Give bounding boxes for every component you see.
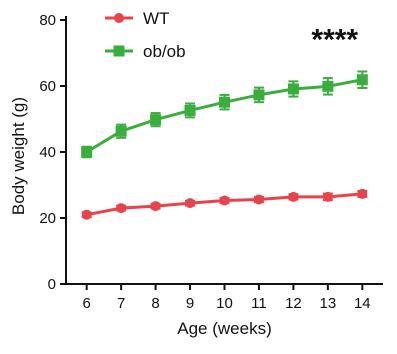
series-layer: [81, 70, 368, 220]
data-point: [322, 191, 333, 202]
annotation-layer: ****: [311, 24, 358, 57]
data-point: [253, 89, 265, 101]
legend-marker: [113, 45, 125, 57]
y-tick-label: 60: [39, 78, 56, 95]
y-tick-label: 40: [39, 144, 56, 161]
data-point: [185, 198, 196, 209]
data-point: [357, 188, 368, 199]
data-point: [150, 201, 161, 212]
data-point: [287, 83, 299, 95]
x-tick-label: 9: [186, 295, 194, 312]
data-point: [288, 191, 299, 202]
significance-label: ****: [311, 24, 358, 57]
data-point: [184, 104, 196, 116]
legend-label: ob/ob: [143, 42, 186, 61]
x-tick-label: 6: [83, 295, 91, 312]
axes: 0 20 40 60 80 6 7 8 9 10 11 12 13 14 Age (weeks) Body w…: [9, 12, 383, 338]
data-point: [253, 194, 264, 205]
legend-item-ob-ob: ob/ob: [105, 42, 186, 61]
legend-label: WT: [143, 9, 169, 28]
data-point: [81, 209, 92, 220]
x-tick-label: 8: [151, 295, 159, 312]
data-point: [219, 195, 230, 206]
y-tick-label: 20: [39, 210, 56, 227]
legend-item-wt: WT: [105, 9, 169, 28]
legend: WT ob/ob: [105, 9, 186, 61]
y-tick-label: 80: [39, 12, 56, 29]
x-tick-label: 7: [117, 295, 125, 312]
data-point: [322, 80, 334, 92]
series-ob-ob: [81, 70, 368, 159]
x-tick-label: 12: [285, 295, 302, 312]
y-axis-title: Body weight (g): [9, 97, 28, 215]
x-tick-label: 10: [216, 295, 233, 312]
data-point: [150, 114, 162, 126]
x-tick-label: 13: [320, 295, 337, 312]
x-axis-title: Age (weeks): [177, 319, 271, 338]
data-point: [81, 146, 93, 158]
series-line: [85, 78, 363, 154]
data-point: [116, 203, 127, 214]
legend-marker: [114, 13, 124, 23]
data-point: [356, 74, 368, 86]
x-tick-label: 11: [251, 295, 267, 312]
data-point: [115, 125, 127, 137]
series-wt: [81, 188, 368, 220]
x-tick-label: 14: [354, 295, 371, 312]
data-point: [219, 96, 230, 108]
y-tick-label: 0: [48, 276, 56, 293]
